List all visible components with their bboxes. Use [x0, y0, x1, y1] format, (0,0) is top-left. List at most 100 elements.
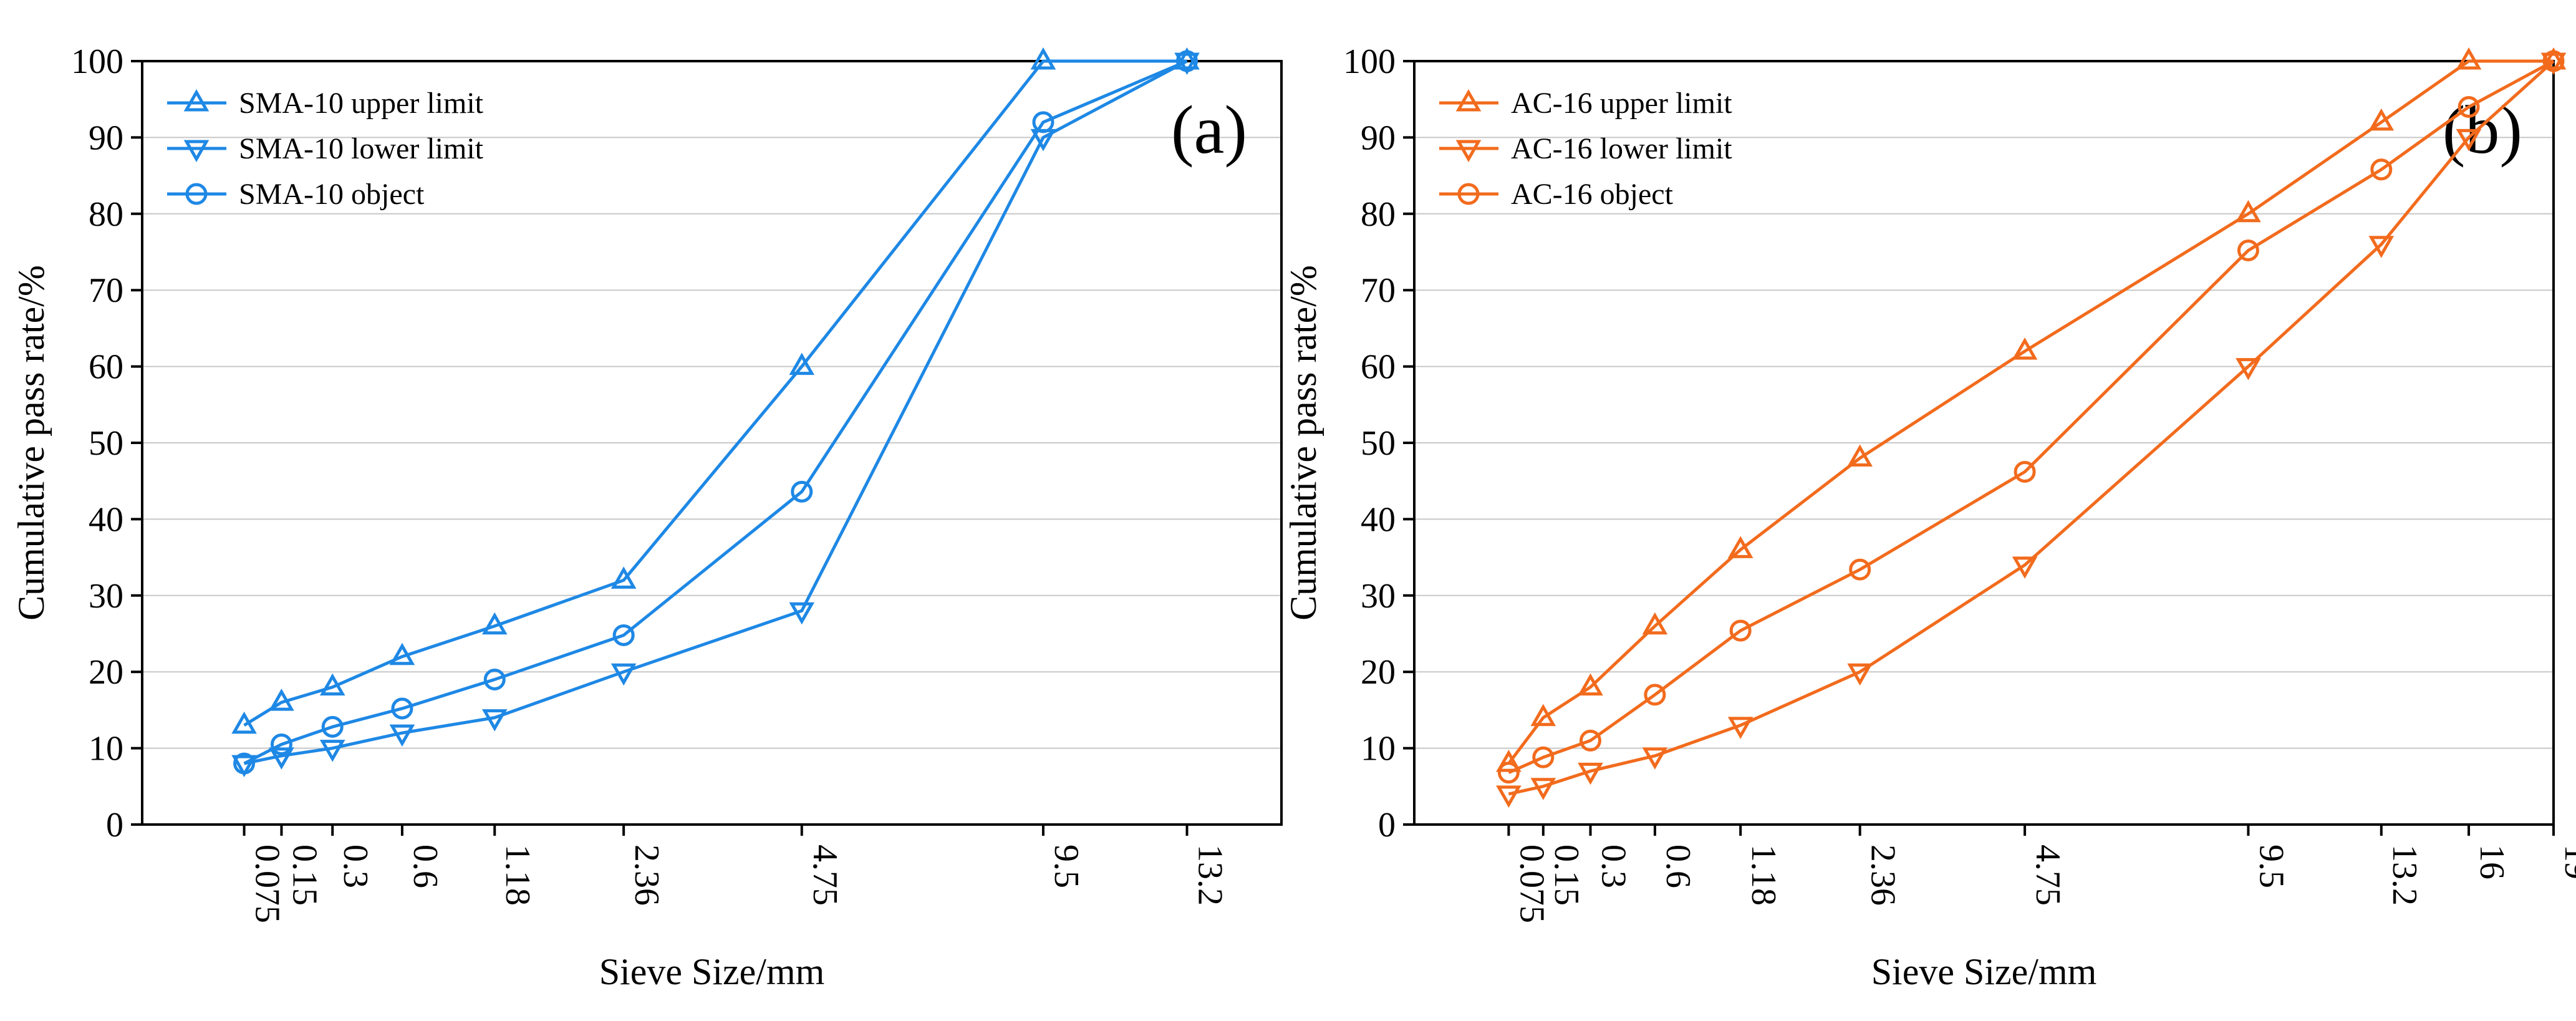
data-point-triangle-down: [1642, 747, 1668, 770]
y-tick-label: 20: [89, 653, 123, 692]
y-tick-label: 60: [89, 348, 123, 387]
data-point-circle: [1175, 50, 1198, 72]
y-tick-label: 30: [89, 577, 123, 616]
data-point-circle: [2237, 240, 2259, 262]
x-tick-label: 0.075: [1512, 844, 1551, 923]
data-point-triangle-down: [2012, 556, 2038, 579]
data-point-circle: [1644, 684, 1666, 706]
y-tick-label: 30: [1361, 577, 1396, 616]
series-line-circle: [243, 59, 1188, 765]
x-axis-title: Sieve Size/mm: [599, 951, 825, 992]
y-axis-title: Cumulative pass rate/%: [11, 265, 52, 621]
legend-marker-triangle-up: [1455, 89, 1482, 112]
legend-marker-triangle-up: [183, 89, 210, 112]
y-tick-label: 70: [89, 271, 123, 310]
panel-label: (a): [1171, 92, 1247, 168]
legend-marker-triangle-down: [1455, 140, 1482, 163]
data-point-triangle-up: [1174, 47, 1200, 70]
y-tick-label: 50: [1361, 424, 1396, 463]
x-tick-label: 16: [2472, 844, 2511, 879]
data-point-triangle-down: [610, 663, 637, 686]
x-tick-label: 9.5: [1047, 844, 1086, 888]
data-point-triangle-up: [2456, 47, 2482, 70]
data-point-circle: [2014, 461, 2036, 483]
legend-label: SMA-10 upper limit: [239, 87, 484, 120]
data-point-triangle-up: [269, 689, 294, 711]
data-point-triangle-up: [1530, 704, 1556, 727]
data-point-circle: [483, 668, 506, 690]
data-point-triangle-down: [1530, 778, 1556, 800]
x-tick-label: 13.2: [2385, 844, 2424, 906]
legend-marker-triangle-down: [183, 140, 210, 163]
x-tick-label: 9.5: [2252, 844, 2290, 888]
y-tick-label: 80: [89, 195, 123, 234]
x-tick-label: 0.3: [1594, 844, 1633, 888]
x-tick-label: 2.36: [627, 844, 666, 906]
y-axis-title: Cumulative pass rate/%: [1283, 265, 1324, 621]
legend-label: AC-16 upper limit: [1511, 87, 1732, 120]
data-point-triangle-down: [789, 602, 815, 625]
legend-label: AC-16 object: [1511, 178, 1674, 211]
data-point-triangle-up: [789, 352, 815, 375]
data-point-triangle-up: [2236, 200, 2261, 223]
y-tick-label: 0: [1378, 806, 1396, 844]
data-point-circle: [1849, 558, 1871, 581]
data-point-triangle-up: [231, 711, 257, 734]
data-point-triangle-up: [319, 673, 345, 696]
data-point-circle: [321, 715, 344, 738]
y-tick-label: 0: [106, 806, 123, 844]
data-point-triangle-down: [2456, 128, 2482, 152]
data-point-triangle-down: [319, 740, 345, 762]
x-axis-title: Sieve Size/mm: [1871, 951, 2097, 992]
data-point-triangle-down: [1727, 717, 1754, 739]
data-point-triangle-down: [389, 724, 415, 747]
y-tick-label: 90: [89, 119, 123, 157]
y-tick-label: 100: [71, 42, 123, 81]
data-point-circle: [612, 624, 635, 646]
data-point-circle: [1032, 111, 1054, 133]
data-point-triangle-up: [2368, 108, 2395, 131]
data-point-triangle-down: [1496, 785, 1522, 808]
data-point-triangle-up: [1847, 444, 1873, 467]
legend-marker-circle: [1457, 183, 1480, 205]
y-tick-label: 40: [89, 500, 123, 539]
data-point-circle: [791, 480, 813, 503]
x-tick-label: 0.6: [406, 844, 445, 888]
data-point-circle: [391, 697, 413, 720]
y-tick-label: 10: [89, 730, 123, 768]
y-tick-label: 50: [89, 424, 123, 463]
data-point-triangle-up: [1578, 673, 1603, 696]
y-tick-label: 20: [1361, 653, 1396, 692]
data-point-triangle-down: [2236, 358, 2261, 380]
x-tick-label: 0.075: [248, 844, 287, 923]
data-point-triangle-up: [389, 642, 415, 665]
data-point-circle: [270, 733, 292, 755]
data-point-circle: [233, 752, 256, 775]
data-point-triangle-up: [1727, 536, 1754, 558]
data-point-triangle-down: [269, 747, 294, 770]
y-tick-label: 10: [1361, 730, 1396, 768]
series-line-circle: [1508, 59, 2555, 775]
data-point-circle: [1579, 729, 1601, 752]
y-tick-label: 80: [1361, 195, 1396, 234]
y-tick-label: 40: [1361, 500, 1396, 539]
legend-label: SMA-10 lower limit: [239, 132, 484, 165]
x-tick-label: 19: [2557, 844, 2576, 879]
data-point-circle: [2370, 158, 2393, 181]
data-point-triangle-up: [481, 612, 508, 635]
data-point-triangle-up: [2540, 47, 2567, 70]
x-tick-label: 2.36: [1864, 844, 1903, 906]
x-tick-label: 4.75: [2028, 844, 2067, 906]
x-tick-label: 4.75: [806, 844, 844, 906]
data-point-triangle-down: [1847, 663, 1873, 686]
data-point-triangle-up: [1030, 47, 1056, 70]
data-point-circle: [1497, 762, 1520, 784]
data-point-triangle-down: [1578, 762, 1603, 785]
x-tick-label: 0.15: [1547, 844, 1586, 906]
series-line-triangle-down: [244, 59, 1188, 765]
data-point-triangle-down: [481, 709, 508, 732]
x-tick-label: 13.2: [1190, 844, 1229, 906]
